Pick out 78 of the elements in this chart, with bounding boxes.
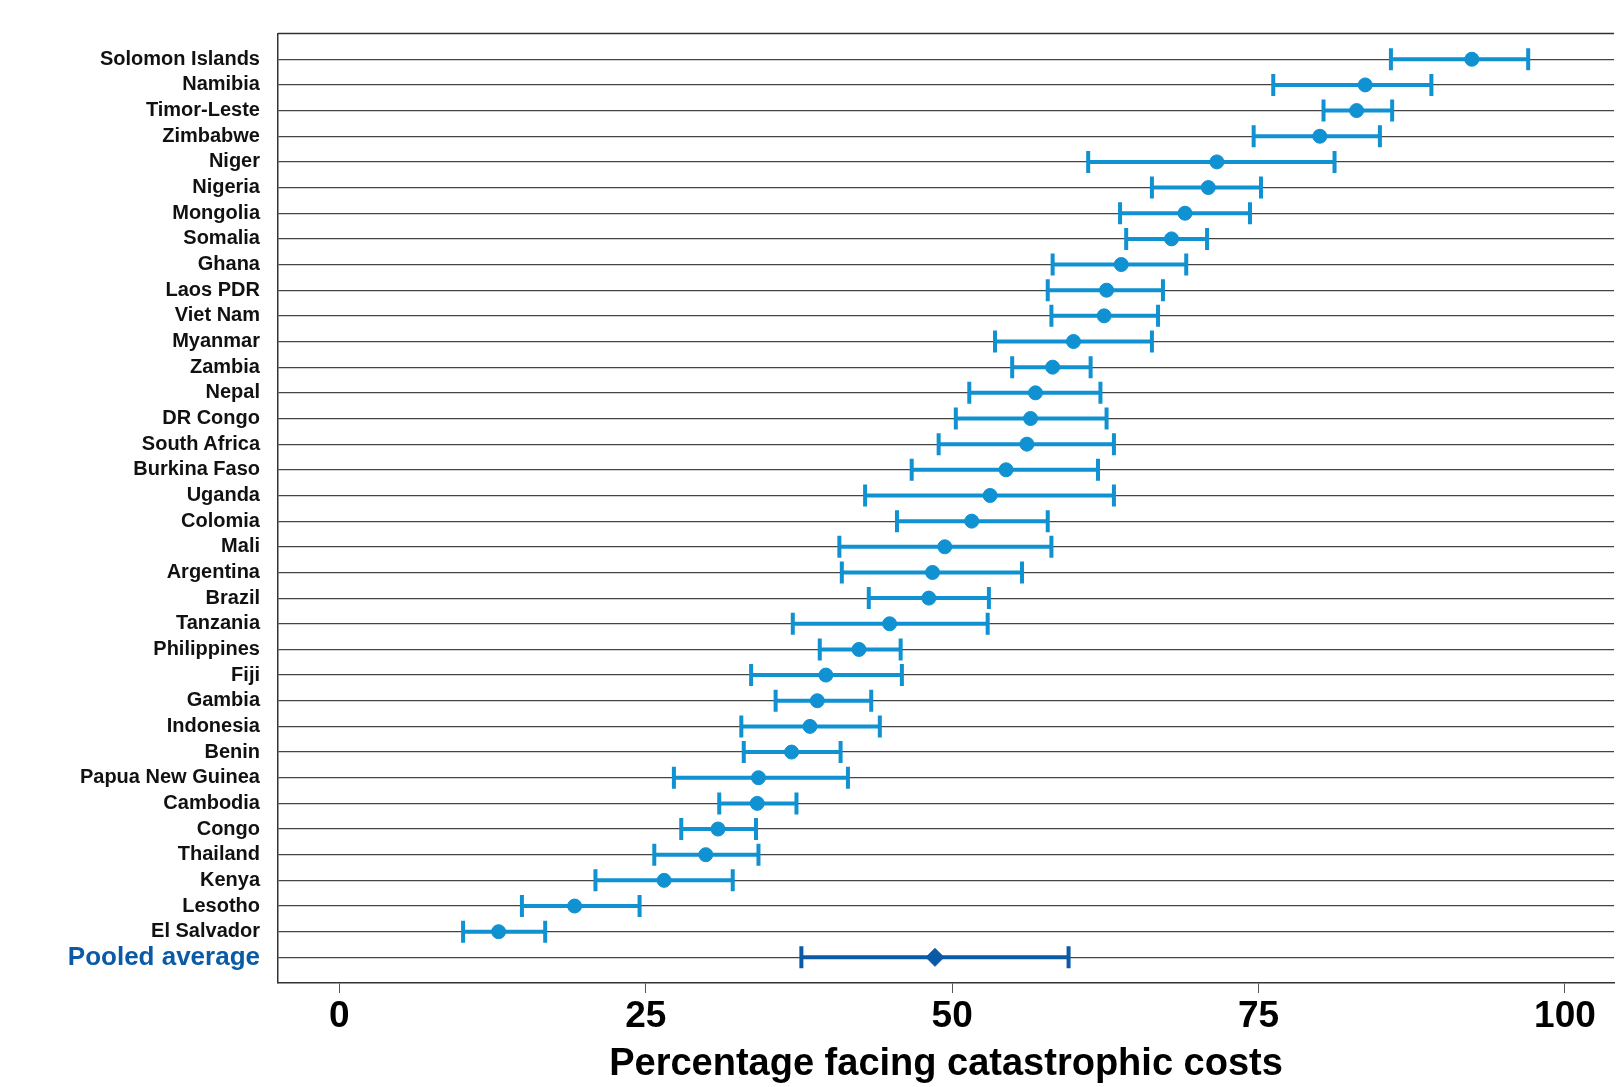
x-tick-label: 25: [625, 994, 667, 1036]
point: [1027, 385, 1043, 401]
point: [710, 821, 726, 837]
x-tick-label: 100: [1534, 994, 1596, 1036]
y-tick-label: Nepal: [205, 380, 260, 403]
point: [964, 513, 980, 529]
y-tick-label: Papua New Guinea: [79, 765, 261, 788]
point: [809, 693, 825, 709]
point: [1099, 282, 1115, 298]
point: [1019, 436, 1035, 452]
y-tick-label: Namibia: [182, 72, 261, 95]
y-tick-label: Cambodia: [163, 790, 261, 813]
point: [1045, 359, 1061, 375]
y-tick-label: Lesotho: [182, 893, 260, 916]
point: [1113, 257, 1129, 273]
point: [1177, 205, 1193, 221]
y-tick-label: Viet Nam: [174, 303, 260, 326]
y-tick-label: Tanzania: [175, 611, 261, 634]
point: [925, 947, 945, 967]
y-tick-label: Somalia: [183, 226, 261, 249]
point: [1209, 154, 1225, 170]
point: [998, 462, 1014, 478]
y-tick-label: Uganda: [186, 482, 261, 505]
y-tick-label: Solomon Islands: [99, 46, 260, 69]
point: [1349, 103, 1365, 119]
point: [1200, 180, 1216, 196]
point: [1357, 77, 1373, 93]
y-tick-label: Benin: [204, 739, 260, 762]
y-tick-label: South Africa: [141, 431, 261, 454]
point: [982, 487, 998, 503]
y-tick-label: Mongolia: [172, 200, 261, 223]
y-tick-label: Philippines: [153, 636, 260, 659]
y-tick-label: Niger: [208, 149, 261, 172]
y-tick-label: Brazil: [205, 585, 260, 608]
point: [698, 847, 714, 863]
y-tick-label: Timor-Leste: [145, 98, 260, 121]
x-tick-label: 75: [1237, 994, 1280, 1036]
y-tick-label: Burkina Faso: [133, 457, 260, 480]
point: [1065, 334, 1081, 350]
y-tick-label: Nigeria: [192, 175, 261, 198]
point: [750, 770, 766, 786]
y-tick-label: Zambia: [189, 354, 261, 377]
point: [491, 924, 507, 940]
point: [818, 667, 834, 683]
point: [1023, 410, 1039, 426]
point: [925, 564, 941, 580]
y-tick-label: Zimbabwe: [162, 123, 260, 146]
point: [656, 872, 672, 888]
point: [567, 898, 583, 914]
x-tick-label: 50: [931, 994, 973, 1036]
point: [749, 795, 765, 811]
y-tick-label: Ghana: [197, 252, 261, 275]
y-tick-label: Gambia: [186, 688, 261, 711]
y-tick-label: Indonesia: [166, 713, 261, 736]
y-tick-label: Kenya: [199, 867, 261, 890]
y-tick-label: Pooled average: [67, 940, 260, 971]
point: [937, 539, 953, 555]
x-tick-label: 0: [329, 994, 350, 1036]
point: [1164, 231, 1180, 247]
point: [1464, 51, 1480, 67]
point: [921, 590, 937, 606]
point: [882, 616, 898, 632]
y-tick-label: DR Congo: [162, 406, 260, 429]
y-tick-label: El Salvador: [151, 919, 261, 942]
y-tick-label: Argentina: [166, 559, 261, 582]
y-tick-label: Colomia: [181, 508, 261, 531]
point: [1312, 128, 1328, 144]
y-tick-label: Thailand: [177, 842, 260, 865]
point: [784, 744, 800, 760]
point: [802, 718, 818, 734]
point: [1096, 308, 1112, 324]
x-axis-title: Percentage facing catastrophic costs: [609, 1040, 1283, 1083]
point: [851, 641, 867, 657]
y-tick-label: Laos PDR: [165, 277, 261, 300]
y-tick-label: Myanmar: [172, 329, 261, 352]
y-tick-label: Fiji: [231, 662, 260, 685]
y-tick-label: Mali: [221, 534, 260, 557]
y-tick-label: Congo: [196, 816, 260, 839]
